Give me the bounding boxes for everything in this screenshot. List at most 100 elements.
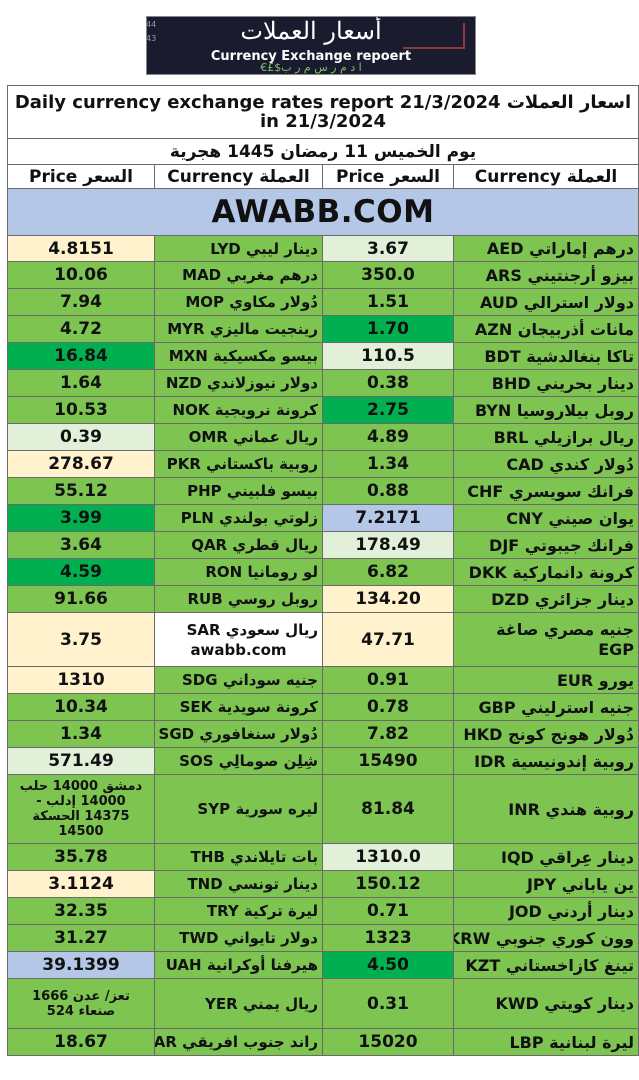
right-currency: فرانك سويسري CHF xyxy=(453,477,639,505)
left-currency: هيرفنا أوكرانية UAH xyxy=(154,951,323,979)
right-currency-name: درهم إماراتي xyxy=(529,239,634,258)
left-currency: رينجيت ماليزي MYR xyxy=(154,315,323,343)
left-currency: دُولار مكاوي MOP xyxy=(154,288,323,316)
left-price: 1.64 xyxy=(7,369,155,397)
left-price: 91.66 xyxy=(7,585,155,613)
left-price: 1.34 xyxy=(7,720,155,748)
left-price: 55.12 xyxy=(7,477,155,505)
left-currency-name: بيسو مكسيكية xyxy=(213,347,318,365)
left-price: تعز/ عدن 1666 صنعاء 524 xyxy=(7,978,155,1029)
right-currency: مانات أذربيجان AZN xyxy=(453,315,639,343)
right-price: 110.5 xyxy=(322,342,454,370)
left-price: 31.27 xyxy=(7,924,155,952)
right-price: 1.34 xyxy=(322,450,454,478)
left-currency-name: روبل روسي xyxy=(227,590,318,608)
right-currency-code: CAD xyxy=(506,454,544,474)
right-price: 0.78 xyxy=(322,693,454,721)
table-row: 4.72 رينجيت ماليزي MYR 1.70 مانات أذربيجان … xyxy=(7,315,639,343)
left-currency-name: دينار ليبي xyxy=(246,239,318,258)
left-currency-code: SYP xyxy=(197,800,231,818)
table-row: 7.94 دُولار مكاوي MOP 1.51 دولار استرالي AU… xyxy=(7,288,639,316)
table-row: 16.84 بيسو مكسيكية MXN 110.5 تاكا بنغالدشية… xyxy=(7,342,639,370)
table-row: 1.64 دولار نيوزلاندي NZD 0.38 دينار بحريني … xyxy=(7,369,639,397)
right-currency: دينار أردني JOD xyxy=(453,897,639,925)
left-currency: ليره سورية SYP xyxy=(154,774,323,844)
left-currency-name: روبية باكستاني xyxy=(206,455,318,473)
right-currency-code: IDR xyxy=(474,751,506,771)
table-row: 35.78 بات تايلاندي THB 1310.0 دينار عِراقي … xyxy=(7,843,639,871)
table-row: 1310 جنيه سوداني SDG 0.91 يورو EUR xyxy=(7,666,639,694)
right-price: 7.82 xyxy=(322,720,454,748)
right-currency: روبية هندي INR xyxy=(453,774,639,844)
right-price: 1.51 xyxy=(322,288,454,316)
right-price: 0.71 xyxy=(322,897,454,925)
left-currency: دينار ليبي LYD xyxy=(154,235,323,262)
right-currency-code: BDT xyxy=(484,346,521,366)
right-currency-name: دُولار كندي xyxy=(549,454,634,474)
right-price: 15020 xyxy=(322,1028,454,1056)
right-currency-code: EGP xyxy=(598,639,634,659)
table-row: 1.34 دُولار سنغافوري SGD 7.82 دُولار هونج ك… xyxy=(7,720,639,748)
right-currency: تينغ كازاخستاني KZT xyxy=(453,951,639,979)
right-currency-code: AUD xyxy=(480,292,519,312)
right-currency-name: دينار عِراقي xyxy=(539,847,634,867)
left-price: 10.06 xyxy=(7,261,155,289)
left-currency-name: جنيه سوداني xyxy=(222,671,318,689)
left-currency-name: زلوتي بولندي xyxy=(219,509,318,527)
right-price: 6.82 xyxy=(322,558,454,586)
table-row: 55.12 بيسو فلبيني PHP 0.88 فرانك سويسري CHF xyxy=(7,477,639,505)
left-price: 10.53 xyxy=(7,396,155,424)
left-currency-name: دُولار مكاوي xyxy=(229,293,318,311)
left-currency-code: SDG xyxy=(182,671,218,689)
left-currency: روبية باكستاني PKR xyxy=(154,450,323,478)
left-currency: جنيه سوداني SDG xyxy=(154,666,323,694)
table-row: 3.1124 دينار تونسي TND 150.12 ين ياباني JPY xyxy=(7,870,639,898)
table-row: 3.75 ريال سعودي SAR awabb.com 47.71 جنيه مصر… xyxy=(7,612,639,667)
right-currency-name: فرانك سويسري xyxy=(508,481,634,501)
right-price: 178.49 xyxy=(322,531,454,559)
left-currency: ريال سعودي SAR awabb.com xyxy=(154,612,323,667)
left-currency: زلوتي بولندي PLN xyxy=(154,504,323,532)
right-currency-code: ARS xyxy=(485,265,522,285)
right-currency-name: جنيه مصري صاغة xyxy=(496,619,634,639)
logo: أسعار العملات Currency Exchange repoert … xyxy=(146,16,476,75)
right-price: 150.12 xyxy=(322,870,454,898)
left-currency: ريال قطري QAR xyxy=(154,531,323,559)
right-currency: دينار كويتي KWD xyxy=(453,978,639,1029)
right-currency: جنيه مصري صاغة EGP xyxy=(453,612,639,667)
right-currency-name: فرانك جيبوتي xyxy=(524,535,634,555)
right-price: 0.31 xyxy=(322,978,454,1029)
right-currency-code: CNY xyxy=(506,508,543,528)
column-header-currency: Currency العملة xyxy=(154,164,323,189)
left-currency-website: awabb.com xyxy=(190,640,287,659)
right-currency-code: DZD xyxy=(491,589,530,609)
right-currency-name: وون كوري جنوبي xyxy=(495,928,634,948)
logo-subtitle: €£$ا د م ر س م ر ب xyxy=(260,61,362,74)
right-price: 134.20 xyxy=(322,585,454,613)
left-currency-code: SAR xyxy=(186,620,221,639)
table-row: 3.99 زلوتي بولندي PLN 7.2171 يوان صيني CNY xyxy=(7,504,639,532)
right-currency-name: دُولار هونج كونج xyxy=(508,724,634,744)
left-currency: دينار تونسي TND xyxy=(154,870,323,898)
right-currency-code: GBP xyxy=(478,697,516,717)
left-price: 3.75 xyxy=(7,612,155,667)
right-currency-name: دينار كويتي xyxy=(544,994,634,1013)
table-row: 39.1399 هيرفنا أوكرانية UAH 4.50 تينغ كازاخ… xyxy=(7,951,639,979)
right-currency: دُولار كندي CAD xyxy=(453,450,639,478)
left-currency: كرونة نرويجية NOK xyxy=(154,396,323,424)
left-currency: بات تايلاندي THB xyxy=(154,843,323,871)
left-currency-code: SGD xyxy=(158,725,195,743)
right-currency: درهم إماراتي AED xyxy=(453,235,639,262)
table-row: 571.49 شِلِن صومالِي SOS 15490 روبية إندوني… xyxy=(7,747,639,775)
column-header-currency: Currency العملة xyxy=(453,164,639,189)
right-currency: دُولار هونج كونج HKD xyxy=(453,720,639,748)
left-currency-code: PKR xyxy=(166,455,201,473)
left-currency-code: TWD xyxy=(179,929,219,947)
left-price: 4.72 xyxy=(7,315,155,343)
right-currency: ليرة لبنانية LBP xyxy=(453,1028,639,1056)
right-currency-name: روبل بيلاروسيا xyxy=(516,400,634,420)
right-currency: دينار جزائري DZD xyxy=(453,585,639,613)
right-currency-code: AED xyxy=(486,239,524,258)
right-price: 1.70 xyxy=(322,315,454,343)
right-currency: فرانك جيبوتي DJF xyxy=(453,531,639,559)
